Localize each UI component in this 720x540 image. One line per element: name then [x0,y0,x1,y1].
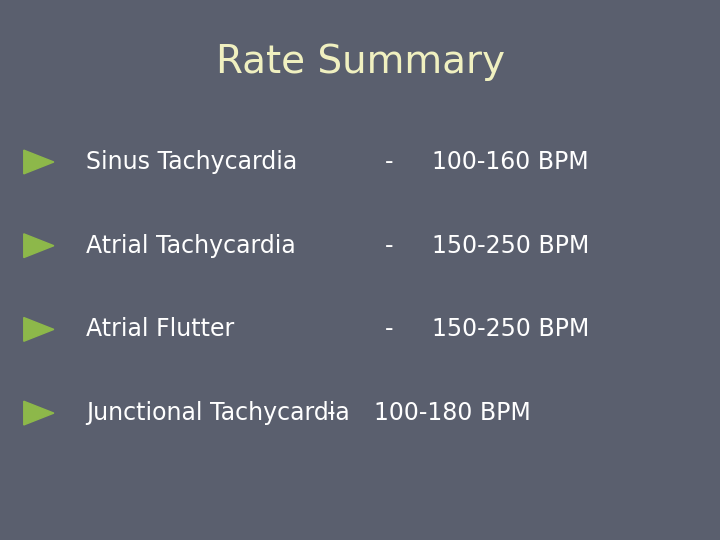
Text: -: - [384,318,393,341]
Text: Atrial Tachycardia: Atrial Tachycardia [86,234,296,258]
Text: -: - [384,234,393,258]
Polygon shape [24,234,54,258]
Text: 150-250 BPM: 150-250 BPM [432,318,589,341]
Text: Junctional Tachycardia: Junctional Tachycardia [86,401,350,425]
Polygon shape [24,150,54,174]
Polygon shape [24,318,54,341]
Text: 100-160 BPM: 100-160 BPM [432,150,589,174]
Text: 150-250 BPM: 150-250 BPM [432,234,589,258]
Text: -: - [327,401,336,425]
Text: Rate Summary: Rate Summary [215,43,505,81]
Text: Sinus Tachycardia: Sinus Tachycardia [86,150,297,174]
Text: 100-180 BPM: 100-180 BPM [374,401,531,425]
Polygon shape [24,401,54,425]
Text: Atrial Flutter: Atrial Flutter [86,318,235,341]
Text: -: - [384,150,393,174]
